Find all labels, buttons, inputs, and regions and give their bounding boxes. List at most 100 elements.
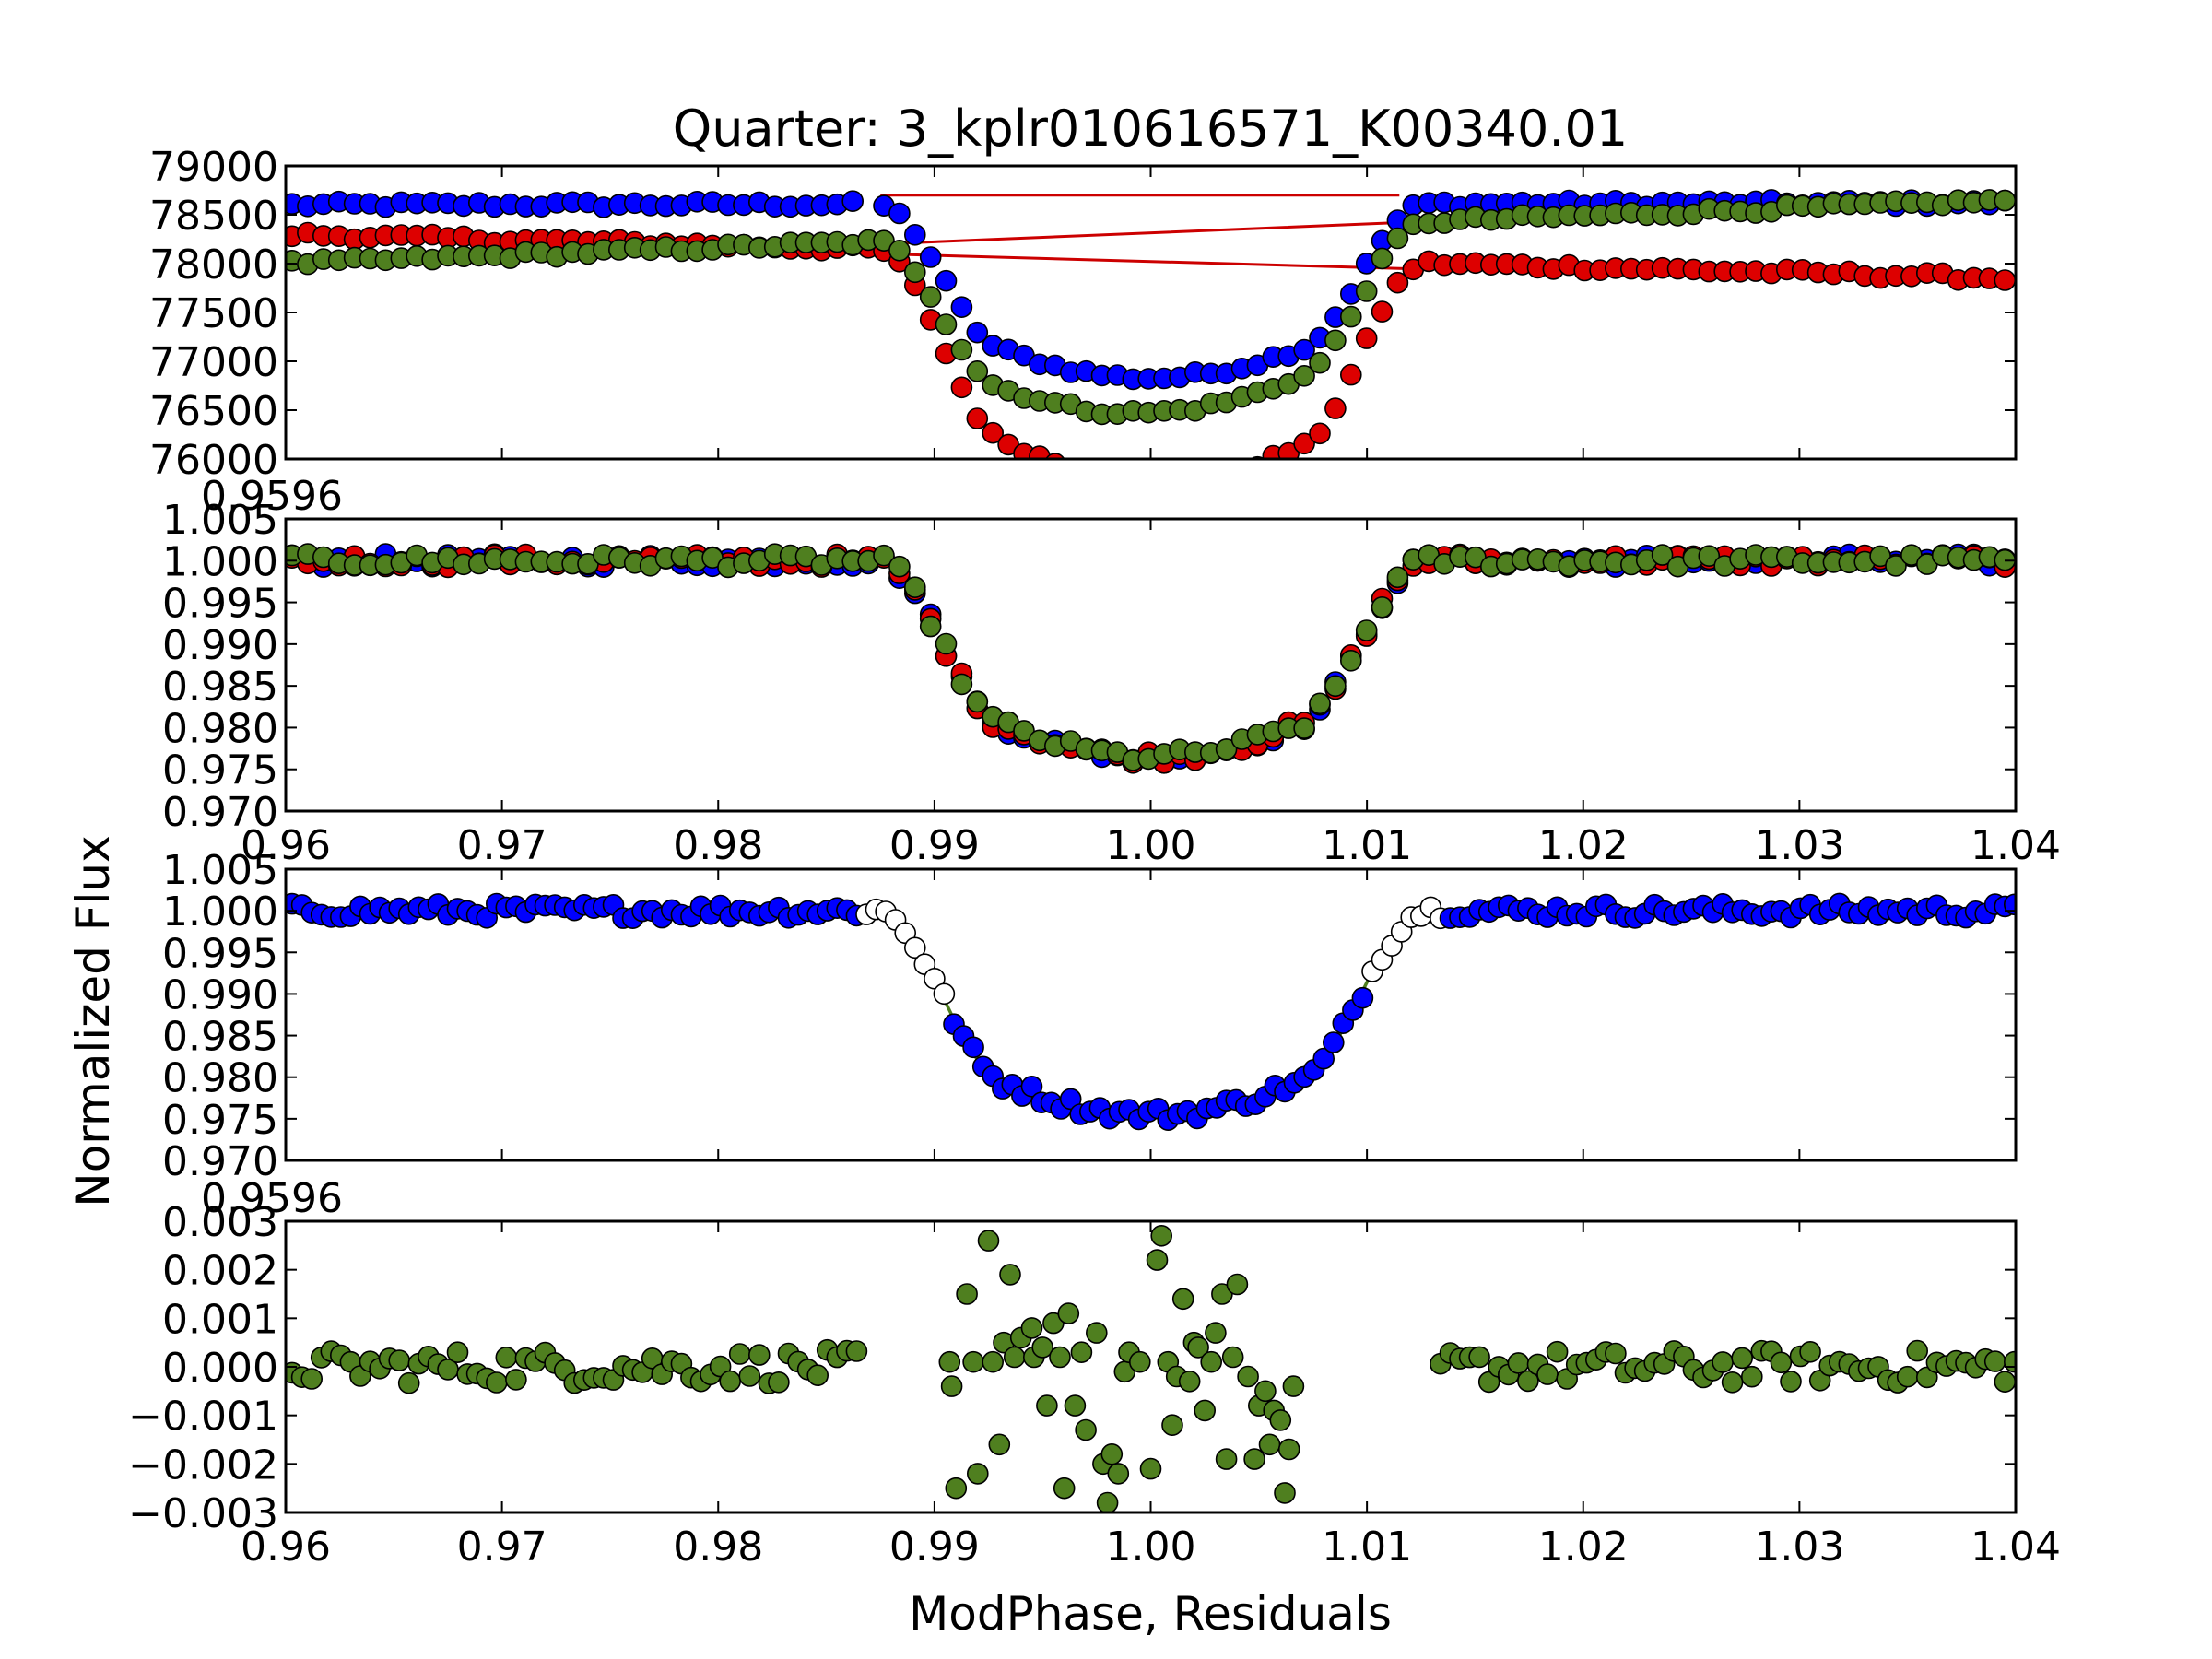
point-green <box>950 338 973 361</box>
point-red <box>1061 461 1081 481</box>
point-green <box>1269 1409 1292 1431</box>
y-tick-label: −0.001 <box>128 1394 278 1441</box>
point-green <box>1721 1371 1744 1394</box>
point-blue <box>1312 1047 1335 1070</box>
x-tick-label: 0.98 <box>673 822 763 869</box>
point-green <box>1070 1341 1093 1363</box>
point-green <box>1770 1351 1793 1374</box>
offset-label: 0.9596 <box>201 473 343 520</box>
point-red <box>1138 469 1159 489</box>
point-blue <box>966 321 989 344</box>
x-tick-label: 1.02 <box>1538 822 1629 869</box>
x-tick-label: 0.96 <box>241 822 331 869</box>
x-axis-label: ModPhase, Residuals <box>909 1587 1392 1641</box>
point-red <box>1077 465 1097 485</box>
point-green <box>719 1370 742 1393</box>
point-green <box>485 1371 508 1394</box>
y-tick-label: 76000 <box>149 437 278 484</box>
point-green <box>1799 1341 1821 1363</box>
point-blue <box>903 224 926 246</box>
point-green <box>1013 720 1035 742</box>
point-green <box>1340 305 1362 328</box>
point-green <box>1536 1363 1559 1385</box>
point-green <box>1221 1346 1244 1369</box>
point-green <box>945 1477 968 1500</box>
point-green <box>1324 329 1347 352</box>
point-green <box>888 239 911 262</box>
chart-title: Quarter: 3_kplr010616571_K00340.01 <box>673 100 1628 158</box>
y-tick-label: 0.002 <box>162 1248 278 1295</box>
point-green <box>1896 1365 1919 1388</box>
y-tick-label: 0.975 <box>162 1097 278 1144</box>
point-green <box>1057 1302 1080 1324</box>
y-tick-label: 0.990 <box>162 971 278 1018</box>
point-green <box>1129 1350 1151 1373</box>
y-tick-label: 0.000 <box>162 1345 278 1392</box>
point-green <box>919 286 942 308</box>
point-green <box>1075 1418 1097 1441</box>
point-blue <box>1351 986 1374 1009</box>
point-green <box>1187 1336 1209 1359</box>
point-green <box>388 1349 411 1371</box>
point-green <box>977 1230 1000 1252</box>
point-green <box>1036 1394 1058 1417</box>
plot-area <box>286 892 2016 1131</box>
point-green <box>1712 1351 1734 1373</box>
y-tick-label: 1.000 <box>162 888 278 935</box>
point-green <box>1651 544 1674 566</box>
point-green <box>1053 1477 1076 1500</box>
point-red <box>1386 271 1409 294</box>
point-open <box>933 982 956 1006</box>
point-green <box>1031 1336 1053 1359</box>
x-tick-label: 1.04 <box>1971 822 2061 869</box>
point-red <box>1293 432 1315 455</box>
y-tick-label: 0.970 <box>162 789 278 836</box>
x-tick-label: 1.00 <box>1106 822 1196 869</box>
y-tick-label: 0.001 <box>162 1296 278 1343</box>
point-green <box>1139 1457 1162 1480</box>
point-red <box>1029 445 1051 459</box>
point-green <box>1194 1399 1216 1422</box>
x-tick-label: 0.96 <box>241 1524 331 1571</box>
point-blue <box>1059 1088 1082 1111</box>
point-green <box>956 1283 978 1305</box>
panels: 760007650077000775007800078500790000.970… <box>128 144 2061 1571</box>
point-blue <box>950 296 973 319</box>
point-blue <box>1020 1076 1043 1098</box>
y-tick-label: 0.980 <box>162 705 278 752</box>
point-blue <box>841 190 865 212</box>
point-green <box>1324 675 1347 698</box>
point-green <box>1386 566 1409 589</box>
point-green <box>919 615 942 638</box>
point-green <box>300 1368 324 1390</box>
point-green <box>747 1344 771 1366</box>
point-green <box>1355 280 1378 302</box>
point-green <box>1293 717 1315 739</box>
point-green <box>1371 247 1394 270</box>
point-green <box>1042 1312 1065 1335</box>
point-red <box>1340 363 1362 386</box>
point-green <box>1277 1438 1300 1461</box>
panel-detrended-flux: 0.9700.9750.9800.9850.9900.9951.0001.005… <box>162 473 2061 869</box>
point-green <box>1468 1346 1490 1369</box>
x-tick-label: 1.03 <box>1754 822 1844 869</box>
point-red <box>1045 453 1065 459</box>
point-green <box>967 1463 989 1485</box>
x-tick-label: 1.03 <box>1754 1524 1844 1571</box>
point-blue <box>1293 338 1315 361</box>
point-green <box>446 1341 469 1363</box>
point-green <box>1215 738 1238 760</box>
point-red <box>1170 471 1190 491</box>
point-red <box>1324 397 1347 419</box>
point-green <box>1178 1371 1201 1393</box>
point-red <box>1123 468 1143 488</box>
point-green <box>1983 1350 2006 1372</box>
point-green <box>1171 1288 1194 1311</box>
x-tick-label: 0.97 <box>457 822 547 869</box>
x-tick-label: 1.04 <box>1971 1524 2061 1571</box>
y-tick-label: 78500 <box>149 193 278 240</box>
point-green <box>1086 1322 1108 1344</box>
